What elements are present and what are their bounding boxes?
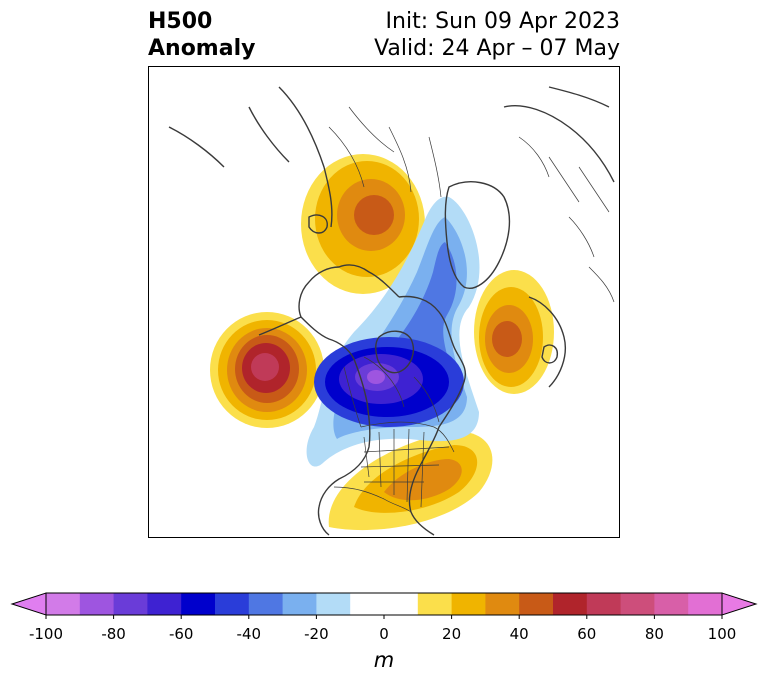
colorbar-segment	[586, 593, 622, 615]
init-date: Init: Sun 09 Apr 2023	[385, 9, 620, 34]
chart-title: H500 Anomaly	[148, 8, 255, 62]
title-line-1: H500	[148, 9, 213, 34]
colorbar-tick-label: 80	[644, 625, 664, 643]
colorbar	[10, 592, 758, 619]
colorbar-tick-label: -20	[304, 625, 329, 643]
anomaly-fill	[210, 154, 554, 531]
anomaly-map	[148, 66, 620, 538]
colorbar-segment	[519, 593, 554, 615]
colorbar-tick-label: 20	[442, 625, 462, 643]
colorbar-segment	[147, 593, 182, 615]
forecast-dates: Init: Sun 09 Apr 2023 Valid: 24 Apr – 07…	[374, 8, 620, 62]
colorbar-segment	[553, 593, 588, 615]
colorbar-segment	[620, 593, 655, 615]
colorbar-tick-label: -100	[28, 625, 64, 643]
colorbar-segment	[113, 593, 148, 615]
colorbar-segment	[316, 593, 351, 615]
colorbar-tick-label: 60	[577, 625, 597, 643]
colorbar-tick-label: 40	[509, 625, 529, 643]
colorbar-segments	[10, 592, 758, 619]
colorbar-segment	[282, 593, 317, 615]
valid-range: Valid: 24 Apr – 07 May	[374, 36, 620, 61]
colorbar-segment	[654, 593, 689, 615]
colorbar-tick-label: -80	[101, 625, 126, 643]
coastlines	[168, 86, 615, 536]
colorbar-tick-label: 0	[379, 625, 389, 643]
colorbar-extend-high	[721, 592, 758, 616]
colorbar-tick-label: 100	[707, 625, 737, 643]
colorbar-tick-label: -60	[168, 625, 194, 643]
anomaly-alaska-positive	[210, 312, 324, 428]
colorbar-unit-label: m	[373, 648, 395, 672]
colorbar-tick-label: -40	[236, 625, 262, 643]
colorbar-segment	[350, 593, 419, 615]
political-borders	[328, 106, 615, 513]
colorbar-segment	[688, 593, 723, 615]
anomaly-southeast-us-positive	[328, 431, 493, 531]
colorbar-extend-low	[10, 592, 47, 616]
anomaly-siberia-positive	[301, 154, 425, 294]
colorbar-segment	[451, 593, 486, 615]
anomaly-atlantic-positive	[474, 270, 554, 394]
colorbar-segment	[248, 593, 284, 615]
colorbar-segment	[79, 593, 115, 615]
colorbar-segment	[181, 593, 216, 615]
colorbar-segment	[417, 593, 453, 615]
colorbar-segment	[485, 593, 520, 615]
colorbar-segment	[46, 593, 81, 615]
map-svg	[168, 86, 615, 536]
colorbar-segment	[215, 593, 250, 615]
title-line-2: Anomaly	[148, 36, 256, 61]
